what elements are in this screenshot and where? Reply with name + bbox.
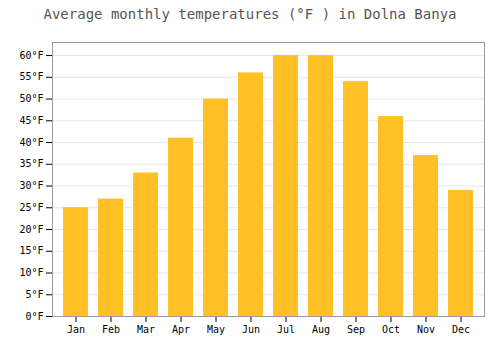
svg-text:20°F: 20°F <box>19 224 43 235</box>
svg-text:Jul: Jul <box>277 324 295 335</box>
svg-text:Dec: Dec <box>452 324 470 335</box>
svg-text:Nov: Nov <box>417 324 435 335</box>
svg-text:Jan: Jan <box>67 324 85 335</box>
svg-text:Apr: Apr <box>172 324 190 335</box>
svg-text:15°F: 15°F <box>19 245 43 256</box>
svg-text:55°F: 55°F <box>19 71 43 82</box>
svg-text:35°F: 35°F <box>19 158 43 169</box>
svg-text:40°F: 40°F <box>19 137 43 148</box>
svg-text:May: May <box>207 324 225 335</box>
svg-text:10°F: 10°F <box>19 267 43 278</box>
svg-text:Oct: Oct <box>382 324 400 335</box>
svg-text:25°F: 25°F <box>19 202 43 213</box>
svg-text:Mar: Mar <box>137 324 155 335</box>
svg-text:Jun: Jun <box>242 324 260 335</box>
svg-text:Aug: Aug <box>312 324 330 335</box>
svg-text:Feb: Feb <box>102 324 120 335</box>
svg-text:50°F: 50°F <box>19 93 43 104</box>
html-text:Average monthly temperatures (: Average monthly temperatures (°F ) in Do… <box>43 6 457 22</box>
svg-text:0°F: 0°F <box>25 311 43 322</box>
svg-text:5°F: 5°F <box>25 289 43 300</box>
svg-text:Sep: Sep <box>347 324 365 335</box>
svg-text:60°F: 60°F <box>19 50 43 61</box>
svg-text:30°F: 30°F <box>19 180 43 191</box>
svg-text:45°F: 45°F <box>19 115 43 126</box>
